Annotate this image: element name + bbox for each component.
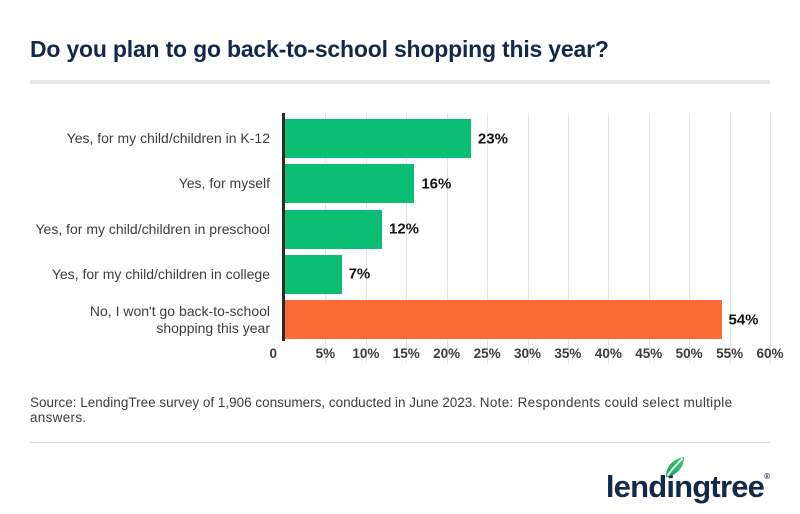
x-tick-label: 40% bbox=[594, 346, 622, 361]
gridline bbox=[527, 113, 529, 363]
x-tick-label: 15% bbox=[392, 346, 420, 361]
x-tick-label: 5% bbox=[315, 346, 336, 361]
title-divider bbox=[30, 80, 770, 84]
chart-row: No, I won't go back-to-school shopping t… bbox=[30, 297, 770, 342]
chart-row: Yes, for my child/children in college 7% bbox=[30, 252, 770, 297]
x-tick-label: 35% bbox=[554, 346, 582, 361]
gridline bbox=[446, 113, 448, 363]
x-tick-label: 45% bbox=[635, 346, 663, 361]
category-label: Yes, for my child/children in college bbox=[51, 265, 270, 282]
bar-track: 12% bbox=[285, 209, 770, 249]
category-label: No, I won't go back-to-school shopping t… bbox=[89, 302, 270, 336]
bar-track: 7% bbox=[285, 254, 770, 294]
chart-rows: Yes, for my child/children in K-12 23% Yes… bbox=[30, 116, 770, 342]
x-tick-label: 60% bbox=[756, 346, 784, 361]
chart-row: Yes, for my child/children in preschool 1… bbox=[30, 207, 770, 252]
registered-mark: ® bbox=[764, 472, 770, 481]
bar-track: 54% bbox=[285, 300, 770, 340]
x-tick-label: 55% bbox=[716, 346, 744, 361]
bar bbox=[285, 119, 471, 159]
x-tick-label: 25% bbox=[473, 346, 501, 361]
source-text: Source: LendingTree survey of 1,906 cons… bbox=[30, 395, 477, 410]
source-note: Source: LendingTree survey of 1,906 cons… bbox=[30, 395, 770, 425]
bar bbox=[285, 209, 382, 249]
x-tick-label: 30% bbox=[513, 346, 542, 361]
value-label: 23% bbox=[477, 130, 508, 148]
x-axis-ticks: 0 5% 10% 15% 20% 25% 30% 35% 40% 45% 50% 55% 60% bbox=[269, 346, 783, 364]
chart-row: Yes, for my child/children in K-12 23% bbox=[30, 116, 770, 161]
gridline bbox=[406, 113, 408, 363]
value-label: 54% bbox=[728, 311, 759, 329]
category-label: Yes, for my child/children in preschool bbox=[35, 220, 271, 237]
category-label: Yes, for myself bbox=[178, 175, 270, 192]
note-text: Note: Respondents could select multiple … bbox=[30, 395, 733, 425]
x-tick-label: 10% bbox=[352, 346, 380, 361]
gridline bbox=[487, 113, 489, 363]
bar bbox=[285, 164, 415, 204]
value-label: 7% bbox=[348, 265, 371, 283]
bar-track: 16% bbox=[285, 164, 770, 204]
bar bbox=[285, 254, 342, 294]
leaf-icon bbox=[665, 457, 684, 477]
bar-chart: Yes, for my child/children in K-12 23% Yes… bbox=[30, 113, 784, 364]
gridline bbox=[608, 113, 610, 363]
logo-wordmark: lendingtree bbox=[605, 469, 765, 504]
chart-row: Yes, for myself 16% bbox=[30, 161, 770, 206]
bar-track: 23% bbox=[285, 119, 770, 159]
gridline bbox=[689, 113, 691, 363]
gridline bbox=[729, 113, 731, 363]
x-tick-label: 50% bbox=[675, 346, 703, 361]
lendingtree-logo: lendingtree® bbox=[605, 457, 770, 510]
value-label: 16% bbox=[421, 175, 452, 193]
category-label: Yes, for my child/children in K-12 bbox=[66, 130, 270, 147]
gridline bbox=[770, 113, 771, 363]
gridline bbox=[648, 113, 650, 363]
x-tick-label: 20% bbox=[433, 346, 461, 361]
x-tick-label: 0 bbox=[269, 346, 277, 361]
gridline bbox=[567, 113, 569, 363]
chart-title: Do you plan to go back-to-school shoppin… bbox=[30, 36, 609, 62]
y-axis-line bbox=[282, 113, 285, 341]
footer-divider bbox=[30, 442, 770, 443]
value-label: 12% bbox=[389, 220, 420, 238]
bar bbox=[285, 300, 722, 340]
